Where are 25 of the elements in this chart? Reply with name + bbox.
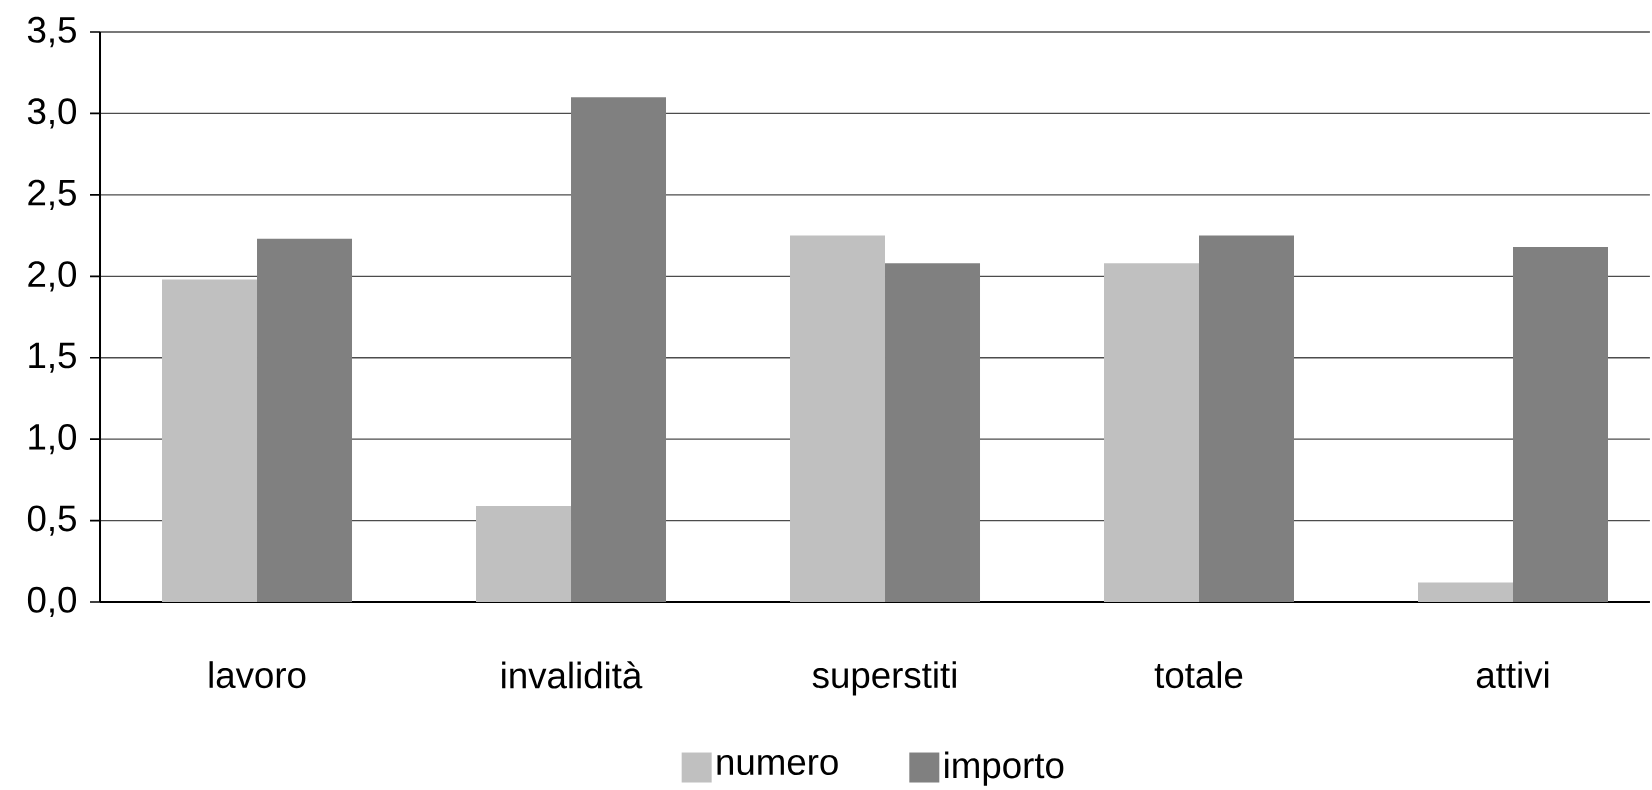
- x-tick-label: totale: [1154, 661, 1243, 689]
- legend-label: importo: [945, 751, 1064, 786]
- bar: [476, 505, 572, 602]
- y-tick-label: 1,5: [29, 342, 76, 373]
- y-tick-label: 3,0: [27, 98, 77, 129]
- bar: [257, 238, 353, 602]
- bar: [1418, 582, 1513, 602]
- bar: [162, 279, 258, 602]
- x-tick-label: attivi: [1476, 661, 1549, 689]
- bar: [885, 263, 981, 602]
- bar: [1199, 235, 1294, 602]
- y-tick-label: 0,0: [27, 586, 77, 618]
- y-tick-label: 1,0: [29, 423, 77, 455]
- y-tick-label: 2,5: [28, 179, 76, 210]
- x-tick-label: invalidità: [502, 661, 643, 689]
- y-tick-label: 2,0: [28, 261, 77, 292]
- bar: [1104, 263, 1200, 602]
- bar: [571, 97, 667, 602]
- legend-label: numero: [717, 754, 838, 775]
- bar: [1513, 246, 1608, 602]
- x-tick-label: superstiti: [812, 661, 956, 696]
- bar: [790, 235, 886, 602]
- y-tick-label: 3,5: [27, 16, 76, 48]
- x-tick-label: lavoro: [209, 661, 306, 689]
- y-tick-label: 0,5: [27, 505, 76, 536]
